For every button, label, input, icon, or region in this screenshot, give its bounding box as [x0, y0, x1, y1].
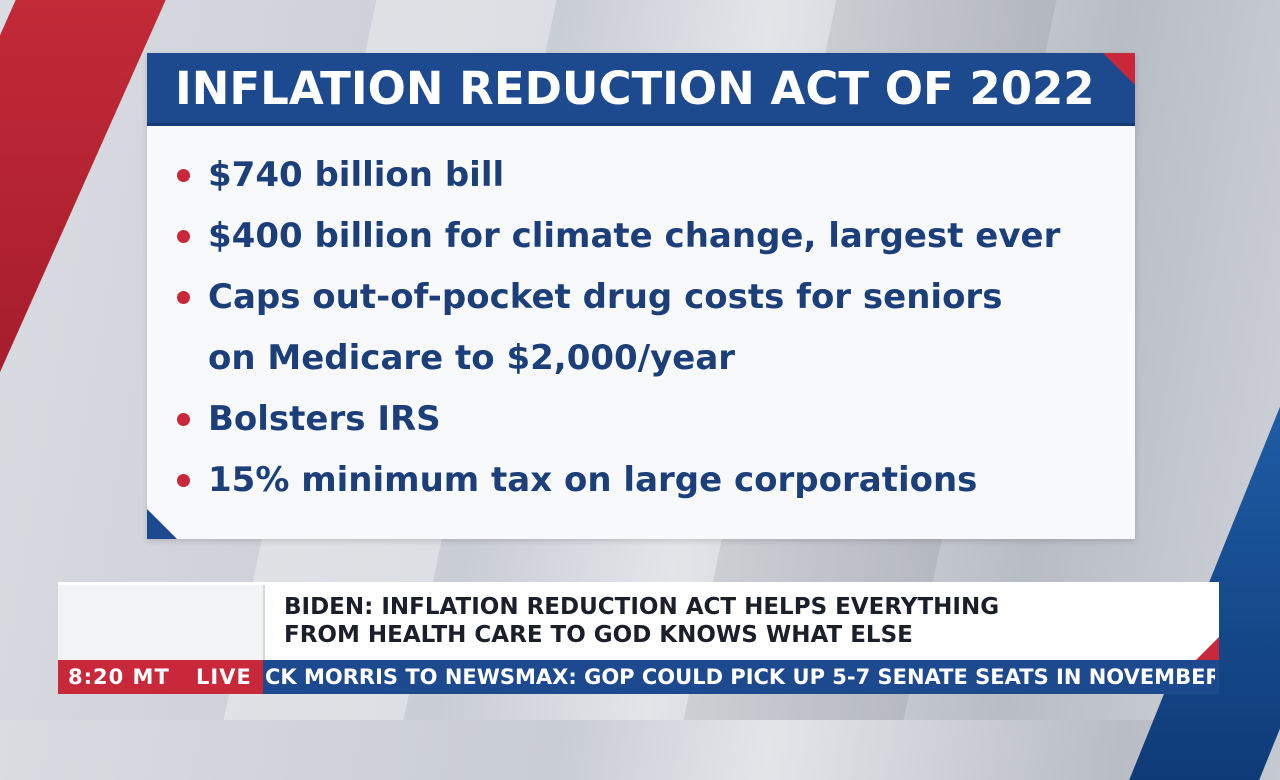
time-live-badge: 8:20 MT LIVE	[58, 660, 263, 694]
bullet-text: $400 billion for climate change, largest…	[208, 216, 1061, 256]
news-ticker: 8:20 MT LIVE CK MORRIS TO NEWSMAX: GOP C…	[58, 660, 1219, 694]
bullet-text: 15% minimum tax on large corporations	[208, 460, 978, 500]
bullet-text: Bolsters IRS	[208, 399, 441, 439]
headline: BIDEN: INFLATION REDUCTION ACT HELPS EVE…	[284, 593, 1184, 649]
blue-corner-accent	[147, 509, 177, 539]
bullet-item: $400 billion for climate change, largest…	[177, 210, 1117, 271]
bullet-text: $740 billion bill	[208, 155, 505, 195]
bullet-list: $740 billion bill $400 billion for clima…	[177, 149, 1117, 515]
card-title: INFLATION REDUCTION ACT OF 2022	[175, 62, 1095, 115]
live-indicator: LIVE	[196, 665, 252, 689]
bullet-item: Bolsters IRS	[177, 393, 1117, 454]
ticker-text: CK MORRIS TO NEWSMAX: GOP COULD PICK UP …	[265, 665, 1215, 689]
bullet-item: Caps out-of-pocket drug costs for senior…	[177, 271, 1117, 332]
bullet-text: on Medicare to $2,000/year	[208, 338, 736, 378]
red-corner-accent	[1193, 637, 1219, 663]
headline-line: BIDEN: INFLATION REDUCTION ACT HELPS EVE…	[284, 594, 1000, 620]
bullet-dot-icon	[177, 474, 190, 487]
lower-third-logo-area	[58, 585, 265, 663]
bullet-item: $740 billion bill	[177, 149, 1117, 210]
bullet-dot-icon	[177, 413, 190, 426]
red-corner-accent	[1103, 53, 1135, 85]
bullet-text: Caps out-of-pocket drug costs for senior…	[208, 277, 1003, 317]
lower-third-banner: BIDEN: INFLATION REDUCTION ACT HELPS EVE…	[58, 582, 1219, 663]
headline-line: FROM HEALTH CARE TO GOD KNOWS WHAT ELSE	[284, 622, 913, 648]
info-card: INFLATION REDUCTION ACT OF 2022 $740 bil…	[147, 53, 1135, 539]
clock-time: 8:20 MT	[68, 665, 170, 689]
blue-accent-stripe	[1129, 380, 1280, 780]
bullet-dot-icon	[177, 291, 190, 304]
bullet-dot-icon	[177, 169, 190, 182]
bullet-dot-icon	[177, 230, 190, 243]
bullet-continuation: on Medicare to $2,000/year	[177, 332, 1117, 393]
card-header: INFLATION REDUCTION ACT OF 2022	[147, 53, 1135, 126]
bullet-item: 15% minimum tax on large corporations	[177, 454, 1117, 515]
